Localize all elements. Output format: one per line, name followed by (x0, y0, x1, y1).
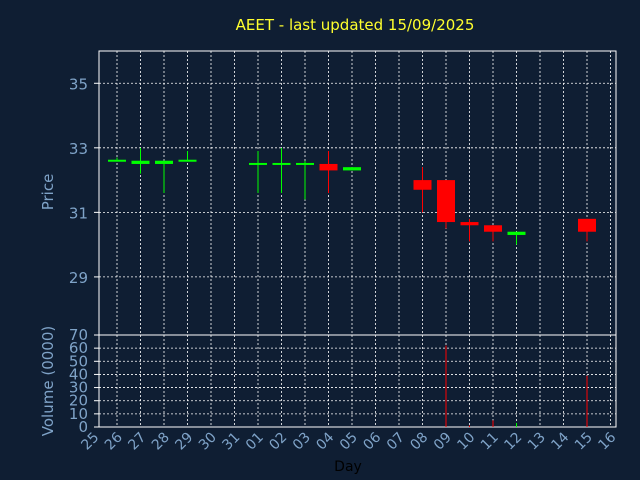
day-tick-label: 06 (360, 429, 384, 453)
candle-body (460, 222, 479, 226)
day-tick-label: 02 (266, 430, 290, 454)
price-tick-label: 35 (69, 75, 88, 93)
chart-title: AEET - last updated 15/09/2025 (236, 16, 475, 34)
price-tick-label: 31 (69, 204, 88, 222)
day-tick-label: 08 (407, 430, 431, 454)
volume-tick-label: 40 (69, 365, 88, 383)
day-tick-label: 15 (572, 430, 596, 454)
candle-body (507, 231, 526, 235)
candle-body (343, 167, 361, 171)
volume-tick-label: 50 (69, 352, 88, 370)
price-candles (108, 147, 596, 245)
price-plot-area (98, 50, 617, 336)
candle-body (484, 225, 502, 232)
candle-body (578, 218, 596, 232)
volume-tick-label: 20 (69, 392, 88, 410)
day-tick-label: 05 (337, 430, 361, 454)
day-tick-label: 12 (501, 430, 525, 454)
day-tick-label: 01 (243, 430, 267, 454)
day-tick-label: 31 (219, 430, 243, 454)
volume-tick-label: 30 (69, 379, 88, 397)
candle-body (319, 163, 338, 171)
candle-body (296, 162, 314, 165)
day-tick-label: 13 (525, 430, 549, 454)
candle-body (131, 160, 150, 164)
volume-tick-label: 60 (69, 339, 88, 357)
volume-tick-label: 70 (69, 326, 88, 344)
candle-body (155, 160, 173, 164)
price-axis-title: Price (39, 174, 57, 211)
day-tick-label: 04 (313, 429, 337, 453)
day-tick-label: 10 (454, 430, 478, 454)
day-tick-label: 16 (595, 429, 619, 453)
volume-plot-area (98, 334, 617, 428)
volume-tick-label: 10 (69, 405, 88, 423)
day-tick-label: 27 (125, 430, 149, 454)
day-tick-label: 11 (478, 430, 502, 454)
candle-body (249, 162, 267, 165)
day-tick-label: 29 (172, 430, 196, 454)
day-tick-label: 28 (149, 430, 173, 454)
price-tick-label: 33 (69, 140, 88, 158)
volume-axis-title: Volume (0000) (39, 326, 57, 436)
candle-body (413, 180, 432, 190)
candle-body (178, 159, 197, 162)
day-tick-label: 30 (196, 430, 220, 454)
volume-tick-label: 0 (78, 418, 88, 436)
candle-body (272, 162, 291, 165)
day-tick-label: 26 (102, 429, 126, 453)
day-tick-label: 09 (431, 430, 455, 454)
x-axis-title: Day (334, 459, 362, 475)
x-tick-labels: 25 26 27 28 29 30 31 01 02 03 04 05 06 07 08 09 10 11 12 13… (78, 429, 619, 453)
candle-body (108, 159, 126, 162)
price-tick-label: 29 (69, 269, 88, 287)
day-tick-label: 14 (548, 429, 572, 453)
volume-bars (445, 345, 588, 427)
day-tick-label: 03 (290, 430, 314, 454)
day-tick-label: 07 (384, 430, 408, 454)
candle-body (437, 180, 455, 223)
